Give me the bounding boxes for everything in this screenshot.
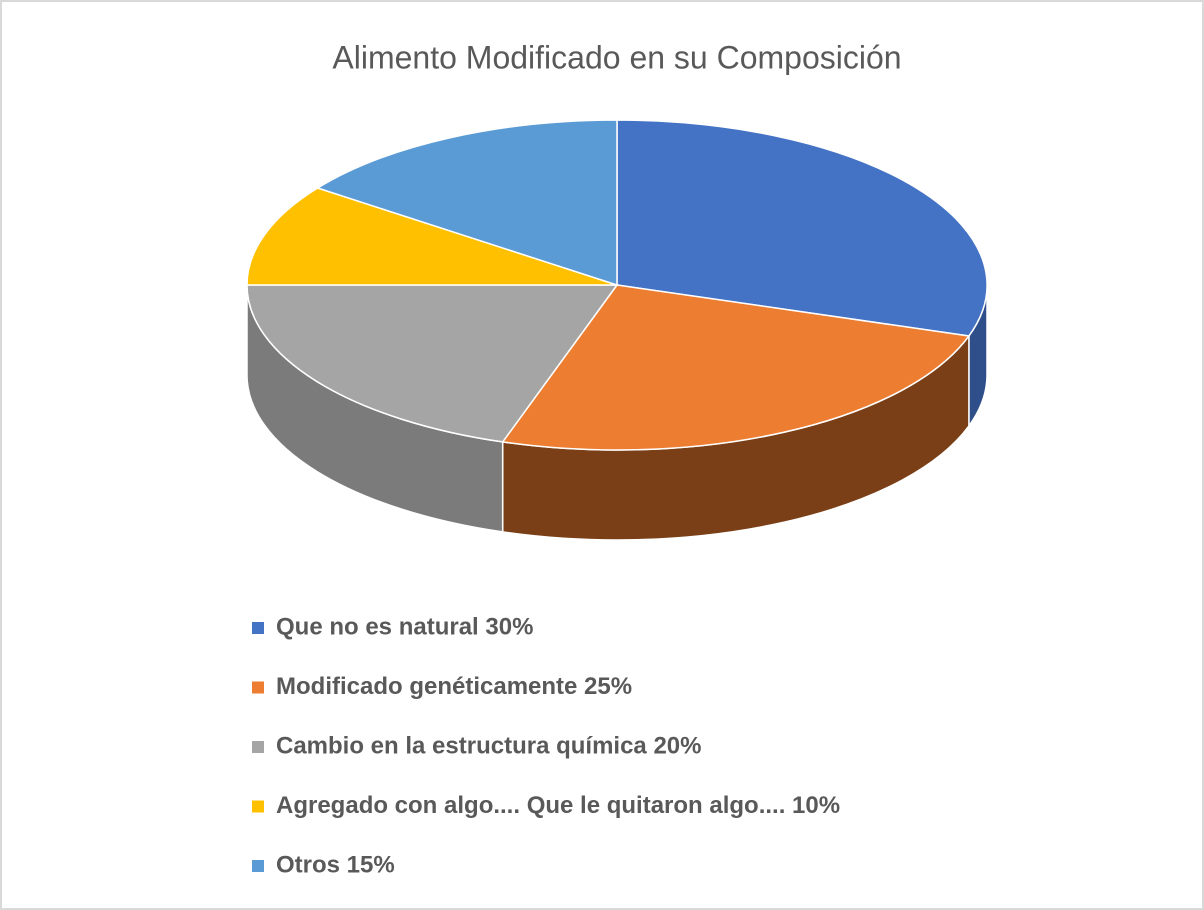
legend-swatch [252, 622, 264, 634]
legend-label: Que no es natural 30% [276, 613, 533, 640]
legend-swatch [252, 860, 264, 872]
legend-label: Otros 15% [276, 851, 395, 878]
legend-swatch [252, 800, 264, 813]
chart-title: Alimento Modificado en su Composición [332, 39, 901, 75]
legend-label: Modificado genéticamente 25% [276, 673, 632, 700]
legend-label: Cambio en la estructura química 20% [276, 732, 701, 759]
pie-slice [246, 284, 619, 443]
legend-swatch [252, 741, 264, 753]
pie-slice [246, 187, 618, 286]
legend-swatch [252, 681, 264, 694]
pie-slice [501, 284, 971, 451]
legend-label: Agregado con algo.... Que le quitaron al… [276, 792, 840, 819]
pie-slice [616, 119, 988, 337]
pie-slice [315, 119, 618, 287]
